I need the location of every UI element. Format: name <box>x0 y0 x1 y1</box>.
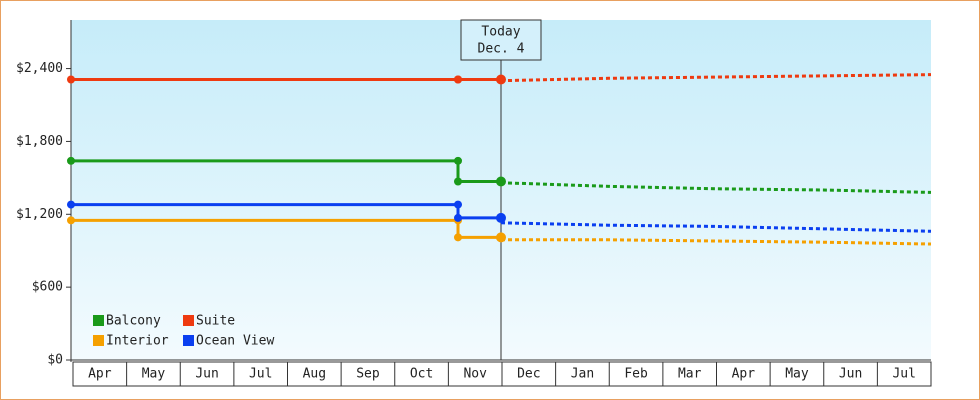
legend-label: Balcony <box>106 314 161 329</box>
price-point <box>67 156 75 165</box>
price-point <box>496 232 506 243</box>
price-point <box>454 75 462 84</box>
price-point <box>496 74 506 85</box>
price-point <box>454 200 462 209</box>
x-tick-label: Oct <box>410 367 433 382</box>
legend-label: Interior <box>106 334 169 349</box>
today-label: Today <box>481 25 520 40</box>
x-tick-label: Nov <box>463 367 487 382</box>
price-point <box>454 213 462 222</box>
price-point <box>454 156 462 165</box>
x-tick-label: Feb <box>624 367 648 382</box>
y-tick-label: $2,400 <box>16 61 63 76</box>
forecast-line <box>501 238 932 246</box>
price-point <box>67 216 75 225</box>
x-tick-label: Jun <box>839 367 862 382</box>
forecast-line <box>500 221 932 233</box>
x-tick-label: Jul <box>892 367 915 382</box>
price-point <box>67 200 75 209</box>
legend-swatch <box>183 315 194 326</box>
x-tick-label: Apr <box>88 367 112 382</box>
legend-swatch <box>93 315 104 326</box>
x-tick-label: Sep <box>356 367 380 382</box>
forecast-line <box>500 181 932 194</box>
y-tick-label: $0 <box>47 353 63 368</box>
price-point <box>454 233 462 242</box>
y-tick-label: $600 <box>32 280 63 295</box>
x-tick-label: Apr <box>732 367 756 382</box>
price-point <box>496 176 506 187</box>
x-tick-label: Jun <box>195 367 218 382</box>
legend-label: Suite <box>196 314 235 329</box>
x-tick-label: Dec <box>517 367 540 382</box>
x-tick-label: Mar <box>678 367 702 382</box>
y-tick-label: $1,200 <box>16 207 63 222</box>
legend-swatch <box>183 335 194 346</box>
x-tick-label: Aug <box>303 367 326 382</box>
today-box <box>460 19 542 61</box>
x-tick-label: Jan <box>571 367 594 382</box>
price-point <box>67 75 75 84</box>
legend-label: Ocean View <box>196 334 274 349</box>
price-point <box>454 177 462 186</box>
price-point <box>496 212 506 223</box>
forecast-line <box>500 73 932 83</box>
x-tick-label: May <box>142 367 166 382</box>
today-label: Dec. 4 <box>478 42 525 57</box>
legend-swatch <box>93 335 104 346</box>
y-tick-label: $1,800 <box>16 134 63 149</box>
x-tick-label: Jul <box>249 367 272 382</box>
x-tick-label: May <box>785 367 809 382</box>
